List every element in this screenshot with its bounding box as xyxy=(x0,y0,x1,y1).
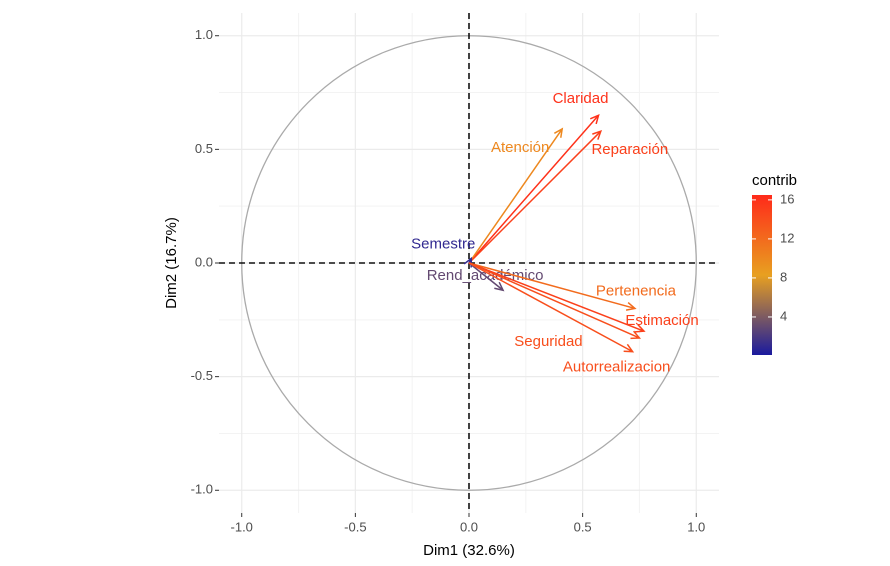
y-tick-label: 0.0 xyxy=(195,254,213,269)
arrow xyxy=(468,262,637,311)
arrow xyxy=(468,262,635,353)
x-axis-title: Dim1 (32.6%) xyxy=(423,542,515,559)
colorbar-label: 8 xyxy=(780,269,787,284)
arrow xyxy=(468,262,505,292)
variable-label: Pertenencia xyxy=(596,282,677,299)
y-tick-label: 1.0 xyxy=(195,27,213,42)
variable-label: Autorrealizacion xyxy=(563,359,671,376)
variable-label: Seguridad xyxy=(514,333,582,350)
y-axis-title: Dim2 (16.7%) xyxy=(163,217,180,309)
x-tick-label: 1.0 xyxy=(687,519,705,534)
x-tick-label: -0.5 xyxy=(344,519,366,534)
colorbar-label: 16 xyxy=(780,191,794,206)
x-tick-label: 0.5 xyxy=(574,519,592,534)
arrow xyxy=(468,262,642,340)
colorbar-label: 4 xyxy=(780,308,787,323)
y-tick-label: -0.5 xyxy=(191,368,213,383)
variable-label: Estimación xyxy=(625,312,698,329)
x-tick-label: -1.0 xyxy=(231,519,253,534)
x-tick-label: 0.0 xyxy=(460,519,478,534)
arrow xyxy=(468,129,603,264)
variable-label: Atención xyxy=(491,139,549,156)
variable-label: Claridad xyxy=(553,90,609,107)
variable-label: Reparación xyxy=(591,141,668,158)
colorbar-label: 12 xyxy=(780,230,794,245)
legend-title: contrib xyxy=(752,172,797,189)
y-tick-label: -1.0 xyxy=(191,482,213,497)
arrow xyxy=(468,113,600,264)
arrow xyxy=(468,127,564,264)
arrow xyxy=(468,262,646,333)
variable-label: Semestre xyxy=(411,235,475,252)
y-tick-label: 0.5 xyxy=(195,141,213,156)
colorbar xyxy=(752,195,772,355)
